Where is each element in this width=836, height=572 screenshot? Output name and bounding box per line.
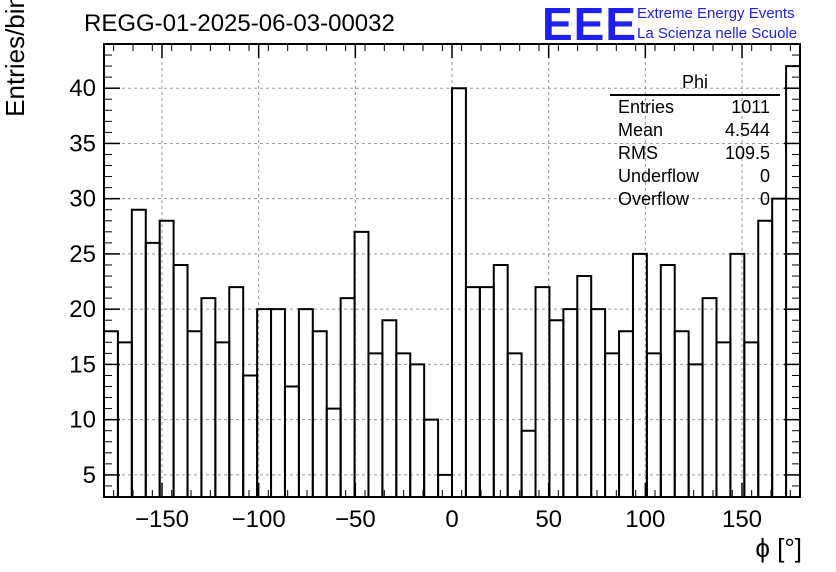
histogram-bin bbox=[381, 319, 398, 497]
histogram-bin bbox=[701, 297, 718, 497]
stats-label: RMS bbox=[618, 143, 658, 163]
histogram-bin bbox=[785, 65, 801, 497]
histogram-bin bbox=[631, 252, 648, 497]
histogram-bin bbox=[367, 352, 384, 497]
stats-value: 0 bbox=[759, 166, 770, 186]
histogram-bin bbox=[214, 341, 231, 497]
histogram-bin bbox=[130, 208, 147, 497]
histogram-bin bbox=[757, 219, 774, 497]
y-tick-label: 25 bbox=[69, 241, 96, 268]
plot-frame bbox=[103, 43, 801, 498]
histogram-bin bbox=[771, 197, 788, 497]
histogram-bin bbox=[172, 263, 189, 497]
histogram-bin bbox=[242, 374, 259, 497]
chart-title: REGG-01-2025-06-03-00032 bbox=[84, 10, 395, 37]
logo-line-2: La Scienza nelle Scuole bbox=[637, 25, 798, 42]
y-tick-label: 30 bbox=[69, 186, 96, 213]
logo-caption: Extreme Energy Events La Scienza nelle S… bbox=[637, 4, 797, 44]
stats-value: 4.544 bbox=[724, 120, 770, 140]
stats-row: Overflow 0 bbox=[610, 188, 780, 211]
x-tick-label: 150 bbox=[722, 506, 762, 533]
histogram-bin bbox=[645, 352, 662, 497]
histogram-bin bbox=[256, 308, 273, 497]
stats-name: Phi bbox=[610, 72, 780, 96]
histogram-bin bbox=[200, 297, 217, 497]
histogram-bin bbox=[659, 263, 676, 497]
histogram-bin bbox=[311, 330, 328, 497]
histogram-bin bbox=[395, 352, 412, 497]
histogram-bin bbox=[339, 297, 356, 497]
stats-label: Mean bbox=[618, 120, 664, 140]
histogram-bin bbox=[283, 385, 300, 497]
stats-value: 1011 bbox=[731, 97, 770, 117]
y-tick-label: 10 bbox=[69, 407, 96, 434]
histogram-bin bbox=[478, 286, 495, 497]
histogram-bin bbox=[618, 330, 634, 497]
logo-line-1: Extreme Energy Events bbox=[637, 5, 795, 22]
stats-row: Mean 4.544 bbox=[610, 119, 780, 142]
stats-label: Entries bbox=[618, 97, 675, 117]
stats-box: Phi Entries 1011 Mean 4.544 RMS 109.5 Underflo… bbox=[610, 72, 780, 211]
eee-logo: EEE bbox=[542, 0, 638, 50]
histogram-bin bbox=[297, 308, 314, 497]
histogram-bin bbox=[451, 87, 467, 497]
histogram-bin bbox=[423, 418, 440, 497]
histogram-bin bbox=[687, 363, 704, 497]
histogram-bin bbox=[506, 352, 523, 497]
histogram-bin bbox=[534, 286, 551, 497]
x-axis-label: ϕ [°] bbox=[755, 533, 802, 563]
histogram-bin bbox=[437, 473, 453, 497]
histogram-bin bbox=[144, 241, 161, 497]
y-tick-label: 15 bbox=[69, 351, 96, 378]
histogram-bin bbox=[409, 363, 426, 497]
y-tick-label: 35 bbox=[69, 130, 96, 157]
stats-row: RMS 109.5 bbox=[610, 142, 780, 165]
histogram-bin bbox=[562, 308, 579, 497]
stats-row: Underflow 0 bbox=[610, 165, 780, 188]
y-tick-label: 20 bbox=[69, 296, 96, 323]
x-tick-label: 0 bbox=[445, 506, 458, 533]
histogram-bin bbox=[492, 263, 509, 497]
x-tick-label: 100 bbox=[625, 506, 665, 533]
x-tick-label: 50 bbox=[535, 506, 562, 533]
histogram-bin bbox=[604, 352, 621, 497]
histogram-bin bbox=[590, 308, 607, 497]
y-tick-label: 5 bbox=[83, 462, 96, 489]
histogram-bin bbox=[325, 407, 342, 497]
stats-value: 109.5 bbox=[724, 143, 770, 163]
stats-label: Underflow bbox=[618, 166, 700, 186]
histogram-bin bbox=[520, 429, 537, 497]
histogram-bin bbox=[186, 330, 203, 497]
y-tick-label: 40 bbox=[69, 75, 96, 102]
stats-label: Overflow bbox=[618, 189, 690, 209]
x-tick-label: −150 bbox=[135, 506, 189, 533]
histogram-bin bbox=[548, 319, 565, 497]
stats-value: 0 bbox=[759, 189, 770, 209]
x-tick-label: −100 bbox=[232, 506, 286, 533]
histogram-bin bbox=[103, 330, 119, 497]
stats-row: Entries 1011 bbox=[610, 96, 780, 119]
histogram-bin bbox=[228, 286, 245, 497]
histogram-bin bbox=[464, 286, 481, 497]
x-tick-label: −50 bbox=[335, 506, 376, 533]
histogram-bin bbox=[673, 330, 690, 497]
histogram-bin bbox=[270, 308, 286, 497]
